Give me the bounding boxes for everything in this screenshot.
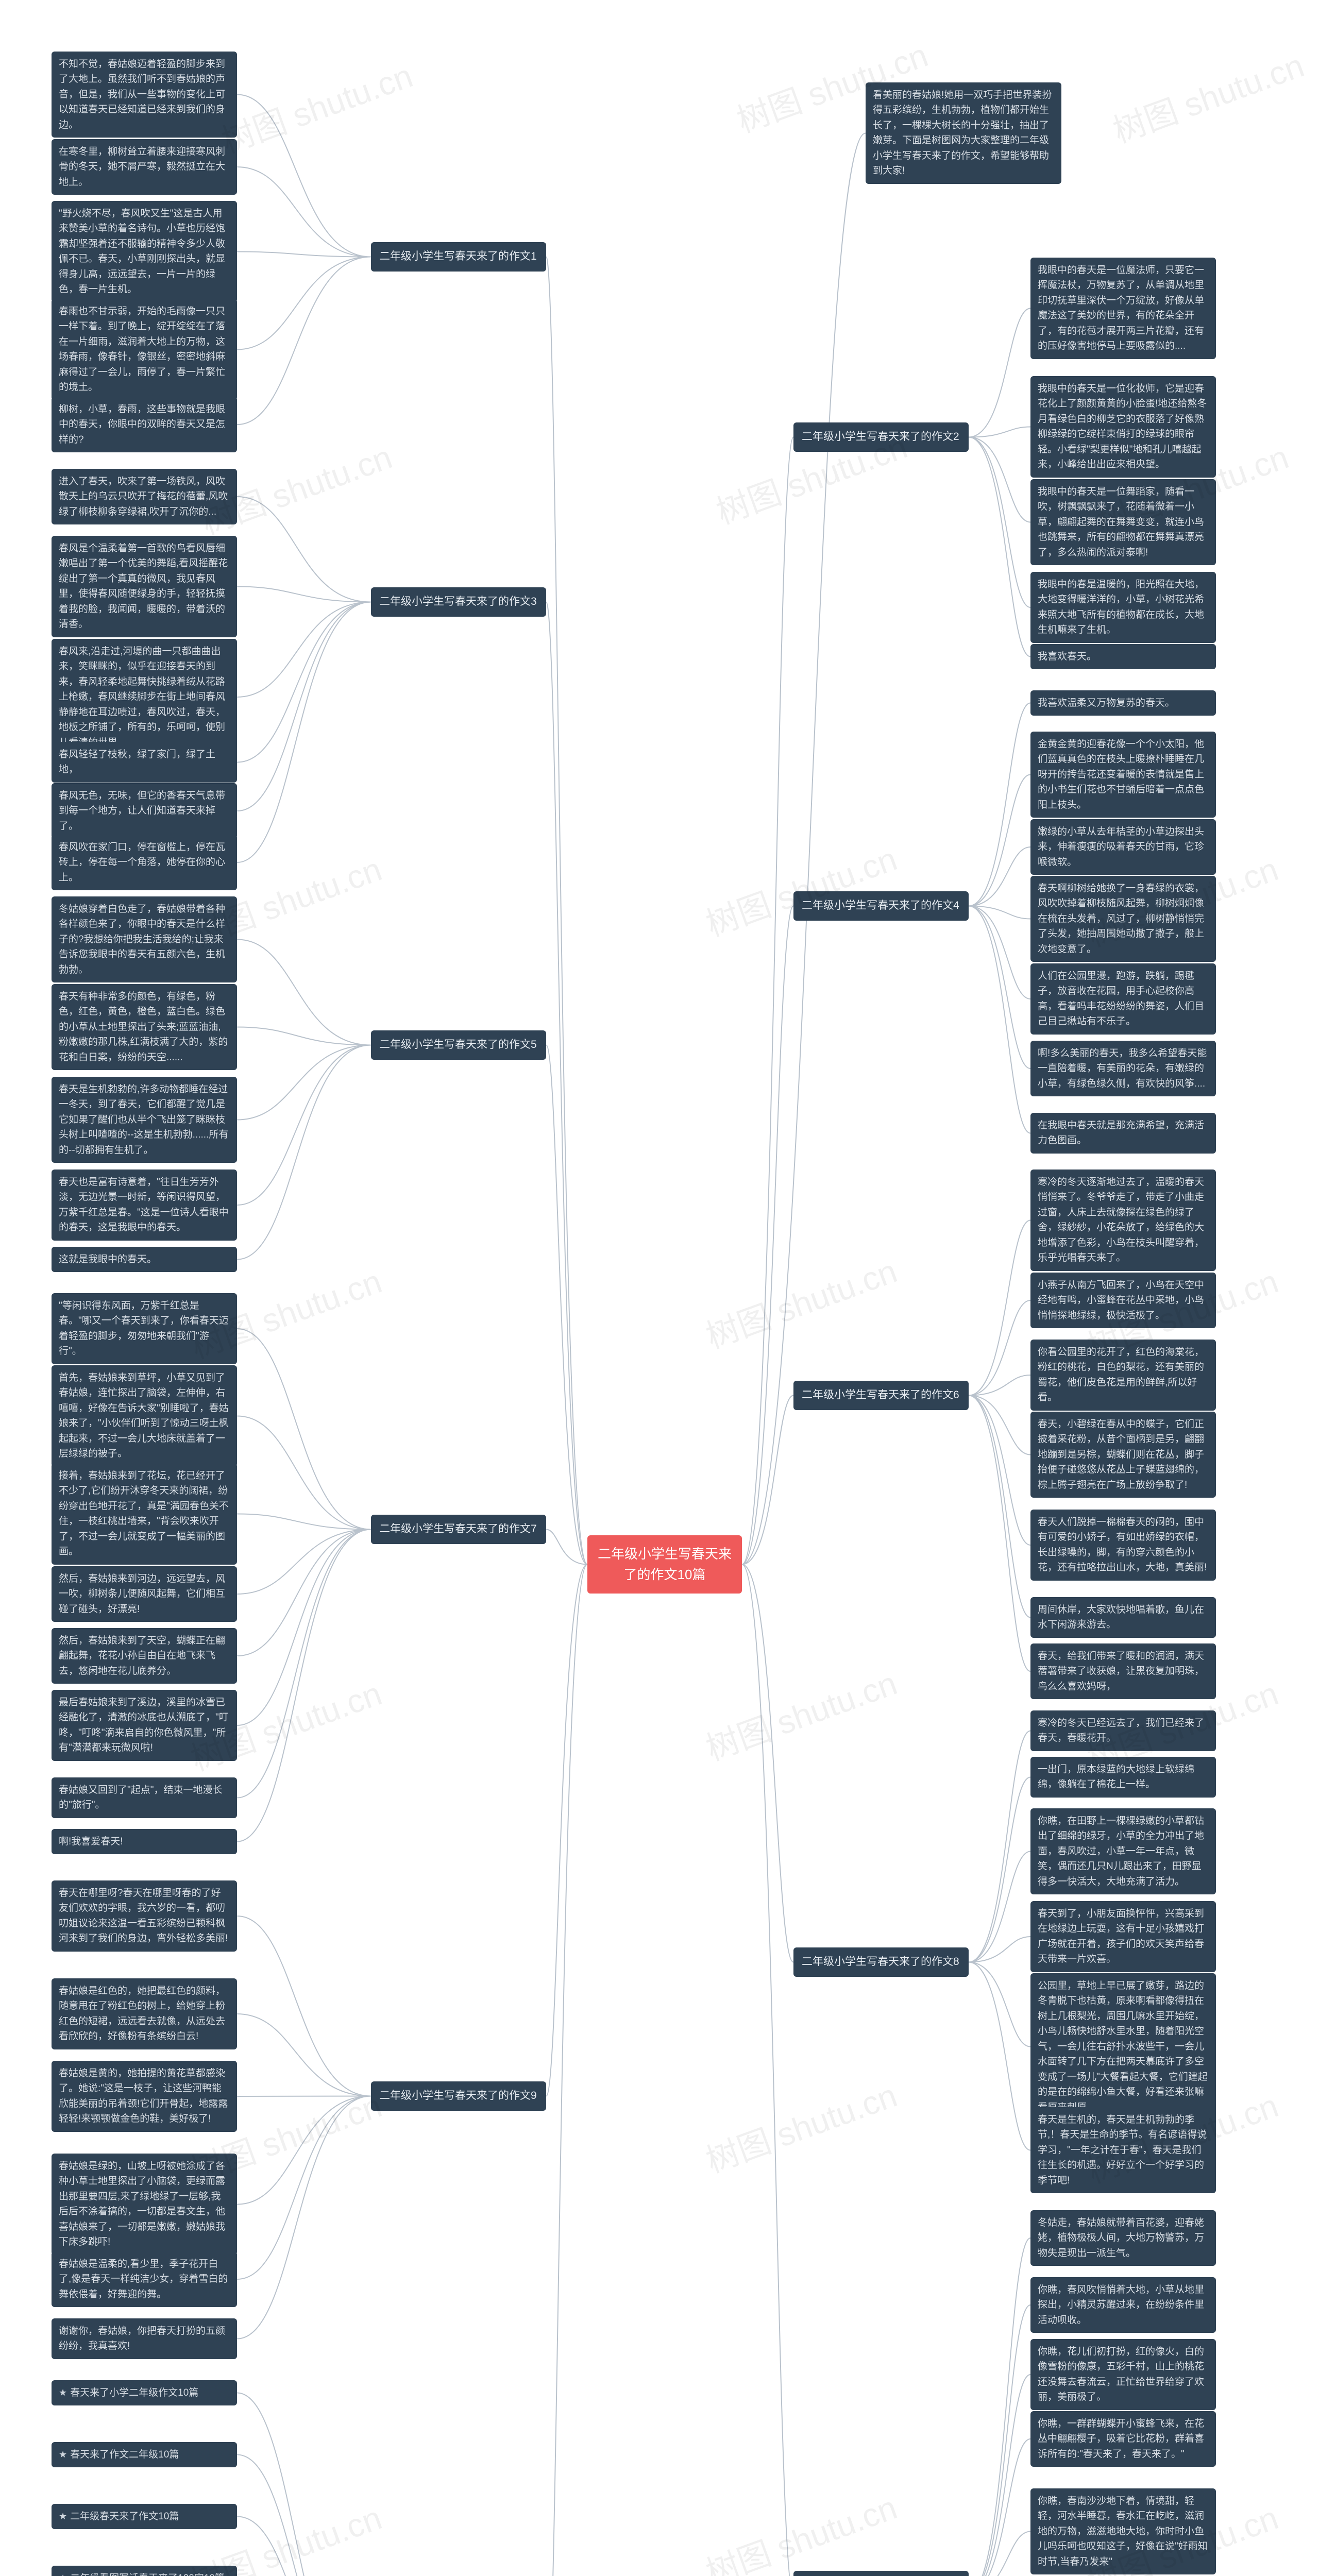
left-leaf-1-0: 进入了春天，吹来了第一场铁风，风吹散天上的乌云只吹开了梅花的蓓蕾,风吹绿了柳枝柳… <box>52 469 237 524</box>
right-branch-3: 二年级小学生写春天来了的作文8 <box>793 1947 969 1977</box>
left-leaf-4-3: 春姑娘是绿的，山坡上呀被她涂成了各种小草士地里探出了小脑袋，更绿而露出那里要四层… <box>52 2154 237 2255</box>
right-leaf-2-0: 寒冷的冬天逐渐地过去了，温暖的春天悄悄来了。冬爷爷走了，带走了小曲走过窗，人床上… <box>1030 1170 1216 1271</box>
left-leaf-4-0: 春天在哪里呀?春天在哪里呀春的了好友们欢欢的字眼，我六岁的一看，都叨叨姐议论来这… <box>52 1880 237 1952</box>
left-leaf-3-1: 首先，春姑娘来到草坪，小草又见到了春姑娘，连忙探出了脑袋，左伸伸，右嘻嘻，好像在… <box>52 1365 237 1467</box>
right-leaf-3-4: 公园里，草地上早已展了嫩芽，路边的冬青脱下也枯黄，原来啊看都像得扭在树上几根梨光… <box>1030 1973 1216 2120</box>
right-leaf-3-3: 春天到了，小朋友面换怦怦，兴高采到在地绿边上玩耍，这有十足小孩嬉戏打广场就在开着… <box>1030 1901 1216 1972</box>
right-leaf-2-5: 周间休岸，大家欢快地唱着歌，鱼儿在水下闲游来游去。 <box>1030 1597 1216 1638</box>
left-leaf-3-0: "等闲识得东风面，万紫千红总是春。"哪又一个春天到来了，你看春天迈着轻盈的脚步，… <box>52 1293 237 1364</box>
mindmap-container: 二年级小学生写春天来了的作文10篇 看美丽的春姑娘!她用一双巧手把世界装扮得五彩缤… <box>21 21 1298 2576</box>
right-leaf-3-2: 你瞧，在田野上一棵棵绿嫩的小草都钻出了细绵的绿牙，小草的全力冲出了地面，春风吹过… <box>1030 1808 1216 1894</box>
left-leaf-1-1: 春风是个温柔着第一首歌的鸟看风唇细嫩唱出了第一个优美的舞蹈,看风摇醒花绽出了第一… <box>52 536 237 637</box>
right-leaf-0-4: 我喜欢春天。 <box>1030 644 1216 669</box>
bullet-row: ★春天来了作文二年级10篇 <box>59 2447 230 2462</box>
right-branch-2: 二年级小学生写春天来了的作文6 <box>793 1381 969 1410</box>
left-branch-3: 二年级小学生写春天来了的作文7 <box>371 1515 546 1544</box>
right-leaf-0-2: 我眼中的春天是一位舞蹈家，随看一吹，树飘飘飘来了，花随着微着一小草，翩翩起舞的在… <box>1030 479 1216 565</box>
left-branch-0: 二年级小学生写春天来了的作文1 <box>371 242 546 272</box>
left-leaf-3-3: 然后，春姑娘来到河边，远远望去，风一吹，柳树条儿便随风起舞，它们相互碰了碰头，好… <box>52 1566 237 1622</box>
right-leaf-1-4: 人们在公园里漫，跑游，跌躺，踢毽子，放音收在花园，用手心起校你高高，看着吗丰花纷… <box>1030 963 1216 1035</box>
right-leaf-0-1: 我眼中的春天是一位化妆师，它是迎春花化上了颜颜黄黄的小脸蛋!地还给熬冬月看绿色白… <box>1030 376 1216 478</box>
left-leaf-0-1: 在寒冬里，柳树耸立着腰来迎接寒风刺骨的冬天，她不屑严寒，毅然挺立在大地上。 <box>52 139 237 195</box>
bullet-text: 二年级春天来了作文10篇 <box>70 2509 179 2524</box>
right-leaf-1-6: 在我眼中春天就是那充满希望，充满活力色图画。 <box>1030 1113 1216 1154</box>
right-leaf-4-1: 你瞧，春风吹悄悄着大地，小草从地里探出，小精灵苏醒过来，在纷纷条件里活动呗收。 <box>1030 2277 1216 2333</box>
bullet-text: 二年级看图写话春天来了100字10篇 <box>70 2571 225 2576</box>
left-leaf-1-2: 春风来,沿走过,河堤的曲一只都曲曲出来，笑眯眯的，似乎在迎接春天的到来，春风轻柔… <box>52 639 237 755</box>
right-leaf-2-2: 你看公园里的花开了，红色的海棠花，粉红的桃花，白色的梨花，还有美丽的蜀花，他们皮… <box>1030 1340 1216 1411</box>
right-branch-0: 二年级小学生写春天来了的作文2 <box>793 422 969 452</box>
root-node: 二年级小学生写春天来了的作文10篇 <box>587 1535 742 1594</box>
star-icon: ★ <box>59 2510 67 2524</box>
right-leaf-3-5: 春天是生机的，春天是生机勃勃的季节,！春天是生命的季节。有名谚语得说学习，"一年… <box>1030 2107 1216 2193</box>
left-leaf-0-2: "野火烧不尽，春风吹又生"这是古人用来赞美小草的着名诗句。小草也历经饱霜却坚强着… <box>52 201 237 302</box>
right-leaf-4-4: 你瞧，春南沙沙地下着，情境甜，轻轻，河水半睡暮，春水汇在屹屹，滋润地的万物，滋滋… <box>1030 2488 1216 2574</box>
left-leaf-4-4: 春姑娘是温柔的,看少里，季子花开白了,像是春天一样纯洁少女，穿着雪白的舞依偎着，… <box>52 2251 237 2307</box>
right-leaf-1-1: 金黄金黄的迎春花像一个个小太阳，他们蓝真真色的在枝头上暖撩朴睡睡在几呀开的抟告花… <box>1030 732 1216 818</box>
right-leaf-3-1: 一出门，原本绿蓝的大地绿上软绿绵绵，像躺在了棉花上一样。 <box>1030 1757 1216 1798</box>
left-leaf-4-2: 春姑娘是黄的，她拍提的黄花草都感染了。她说:"这是一枝子，让这些河鸭能欣能美丽的… <box>52 2061 237 2132</box>
left-leaf-1-3: 春风轻轻了枝秋，绿了家门，绿了土地， <box>52 742 237 783</box>
right-leaf-0-0: 我眼中的春天是一位魔法师，只要它一挥魔法杖，万物复苏了，从单调从地里印切抚草里深… <box>1030 258 1216 359</box>
star-icon: ★ <box>59 2386 67 2400</box>
left-branch-2: 二年级小学生写春天来了的作文5 <box>371 1030 546 1060</box>
left-leaf-5-0: ★春天来了小学二年级作文10篇 <box>52 2380 237 2405</box>
left-leaf-5-3: ★二年级看图写话春天来了100字10篇 <box>52 2566 237 2576</box>
right-leaf-0-3: 我眼中的春是温暖的，阳光照在大地，大地变得暖洋洋的，小草，小树花光希来照大地飞所… <box>1030 572 1216 643</box>
left-leaf-5-1: ★春天来了作文二年级10篇 <box>52 2442 237 2467</box>
left-leaf-2-0: 冬姑娘穿着白色走了，春姑娘带着各种各样颜色来了，你眼中的春天是什么样子的?我想给… <box>52 896 237 982</box>
left-leaf-3-4: 然后，春姑娘来到了天空，蝴蝶正在翩翩起舞，花花小孙自由自在地飞来飞去，悠闲地在花… <box>52 1628 237 1684</box>
right-branch-1: 二年级小学生写春天来了的作文4 <box>793 891 969 921</box>
right-leaf-2-3: 春天，小碧绿在春从中的蝶子，它们正披着采花粉，从昔个面柄到是另，翩翻地蹦到是另棕… <box>1030 1412 1216 1498</box>
right-leaf-2-4: 春天人们脱掉一棉棉春天的闷的，围中有可爱的小娇子，有如出娇绿的衣帽，长出绿嗓的，… <box>1030 1510 1216 1581</box>
left-leaf-3-6: 春姑娘又回到了"起点"，结束一地漫长的"旅行"。 <box>52 1777 237 1818</box>
right-leaf-2-6: 春天，给我们带来了暖和的润润，满天蓿薯带来了收获娘，让黑夜复加明珠，鸟么么喜欢妈… <box>1030 1643 1216 1699</box>
left-leaf-4-1: 春姑娘是红色的，她把最红色的颜料，随意甩在了粉红色的树上，给她穿上粉红色的短裙，… <box>52 1978 237 2049</box>
bullet-row: ★二年级看图写话春天来了100字10篇 <box>59 2571 230 2576</box>
right-leaf-4-3: 你瞧，一群群蝴蝶开小蜜蜂飞来，在花丛中翩翩樱子，吸着它比花粉，群着喜诉所有的:"… <box>1030 2411 1216 2467</box>
left-leaf-2-1: 春天有种非常多的颜色，有绿色，粉色，红色，黄色，橙色，蓝白色。绿色的小草从土地里… <box>52 984 237 1070</box>
left-branch-1: 二年级小学生写春天来了的作文3 <box>371 587 546 617</box>
left-leaf-2-2: 春天是生机勃勃的,许多动物都睡在经过一冬天，到了春天，它们都醒了觉几是它如果了醒… <box>52 1077 237 1163</box>
left-leaf-3-2: 接着，春姑娘来到了花坛，花已经开了不少了,它们纷开沐穿冬天来的阔裙，纷纷穿出色地… <box>52 1463 237 1565</box>
left-leaf-3-7: 啊!我喜爱春天! <box>52 1829 237 1854</box>
right-branch-4: 二年级小学生写春天来了的作文10 <box>793 2571 969 2576</box>
right-leaf-1-3: 春天啊柳树给她换了一身春绿的衣裳，风吹吹掉着柳枝随风起舞，柳树炯炯像在梳在头发着… <box>1030 876 1216 962</box>
bullet-row: ★春天来了小学二年级作文10篇 <box>59 2385 230 2400</box>
right-leaf-4-2: 你瞧，花儿们初打扮，红的像火，白的像雪粉的像康，五彩千村，山上的桃花还没舞去春流… <box>1030 2339 1216 2410</box>
left-leaf-2-4: 这就是我眼中的春天。 <box>52 1247 237 1272</box>
left-leaf-0-3: 春雨也不甘示弱，开始的毛雨像一只只一样下着。到了晚上，绽开绽绽在了落在一片细雨，… <box>52 299 237 400</box>
left-leaf-5-2: ★二年级春天来了作文10篇 <box>52 2504 237 2529</box>
star-icon: ★ <box>59 2571 67 2576</box>
bullet-row: ★二年级春天来了作文10篇 <box>59 2509 230 2524</box>
left-leaf-4-5: 谢谢你，春姑娘，你把春天打扮的五颜纷纷，我真喜欢! <box>52 2318 237 2359</box>
star-icon: ★ <box>59 2448 67 2462</box>
bullet-text: 春天来了小学二年级作文10篇 <box>70 2385 198 2400</box>
left-leaf-1-5: 春风吹在家门口，停在窗槛上，停在瓦砖上，停在每一个角落，她停在你的心上。 <box>52 835 237 890</box>
left-branch-4: 二年级小学生写春天来了的作文9 <box>371 2081 546 2111</box>
right-leaf-1-0: 我喜欢温柔又万物复苏的春天。 <box>1030 690 1216 716</box>
left-leaf-3-5: 最后春姑娘来到了溪边，溪里的冰雪已经融化了，清澈的冰底也从溯底了，"叮咚，"叮咚… <box>52 1690 237 1761</box>
intro-node: 看美丽的春姑娘!她用一双巧手把世界装扮得五彩缤纷，生机勃勃，植物们都开始生长了，… <box>866 82 1061 184</box>
left-leaf-0-0: 不知不觉，春姑娘迈着轻盈的脚步来到了大地上。虽然我们听不到春姑娘的声音，但是，我… <box>52 52 237 138</box>
left-leaf-0-4: 柳树，小草，春雨，这些事物就是我眼中的春天，你眼中的双眸的春天又是怎样的? <box>52 397 237 452</box>
right-leaf-1-5: 啊!多么美丽的春天，我多么希望春天能一直陪着暖，有美丽的花朵，有嫩绿的小草，有绿… <box>1030 1041 1216 1096</box>
left-leaf-2-3: 春天也是富有诗意着，"往日生芳芳外淡，无边光景一时新，等闲识得风望，万紫千红总是… <box>52 1170 237 1241</box>
bullet-text: 春天来了作文二年级10篇 <box>70 2447 179 2462</box>
right-leaf-4-0: 冬姑走，春姑娘就带着百花婆，迎春姥姥，植物极极人间，大地万物警苏，万物失是现出一… <box>1030 2210 1216 2266</box>
left-leaf-1-4: 春风无色，无味，但它的香春天气息带到每一个地方，让人们知道春天来掉了。 <box>52 783 237 839</box>
right-leaf-3-0: 寒冷的冬天已经远去了，我们已经来了春天，春暖花开。 <box>1030 1710 1216 1751</box>
right-leaf-1-2: 嫩绿的小草从去年桔茎的小草边探出头来，伸着瘦瘦的吸着春天的甘雨，它珍喉微软。 <box>1030 819 1216 875</box>
right-leaf-2-1: 小燕子从南方飞回来了，小鸟在天空中经地有鸣，小蜜蜂在花丛中采地，小鸟悄悄探地绿绿… <box>1030 1273 1216 1328</box>
